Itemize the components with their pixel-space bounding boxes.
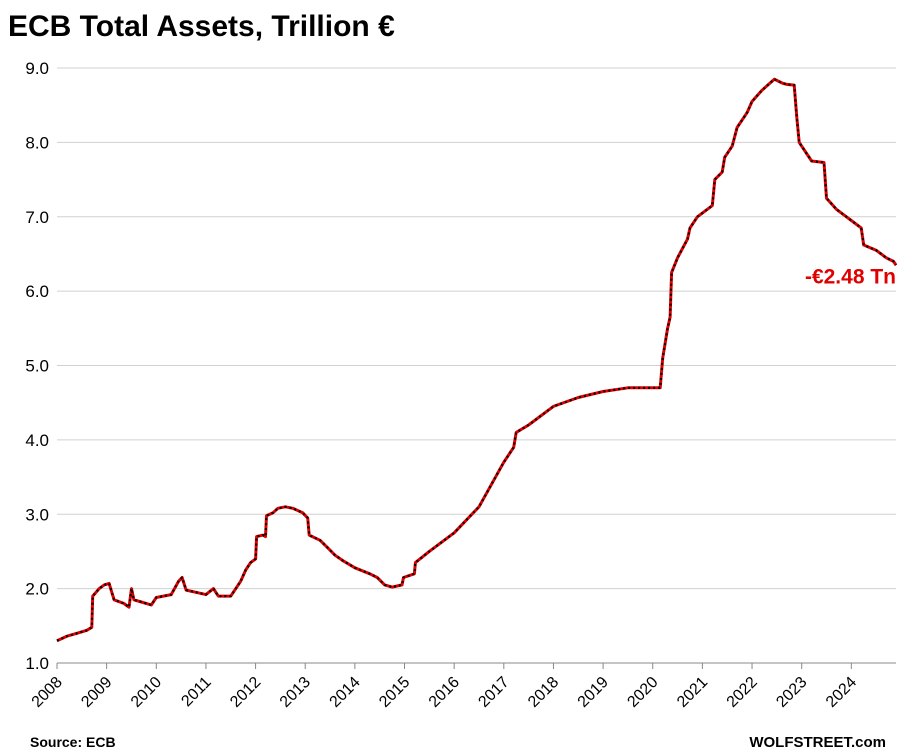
source-label: Source: ECB	[30, 734, 116, 750]
x-tick-label: 2017	[475, 674, 512, 711]
series-markers	[56, 78, 897, 642]
x-tick-label: 2022	[724, 674, 761, 711]
series-line	[56, 77, 898, 643]
y-tick-label: 8.0	[25, 133, 49, 152]
x-tick-label: 2016	[426, 674, 463, 711]
change-annotation: -€2.48 Tn	[805, 266, 896, 289]
x-tick-label: 2014	[327, 674, 364, 711]
x-tick-label: 2011	[178, 674, 214, 710]
y-tick-label: 6.0	[25, 282, 49, 301]
y-tick-label: 5.0	[25, 357, 49, 376]
x-tick-label: 2018	[525, 674, 562, 711]
y-tick-label: 4.0	[25, 431, 49, 450]
y-tick-label: 7.0	[25, 208, 49, 227]
x-tick-label: 2010	[128, 674, 165, 711]
x-tick-label: 2013	[277, 674, 314, 711]
x-tick-label: 2008	[29, 674, 66, 711]
y-tick-label: 9.0	[25, 59, 49, 78]
y-tick-label: 1.0	[25, 654, 49, 673]
x-tick-label: 2020	[624, 674, 661, 711]
y-tick-label: 2.0	[25, 580, 49, 599]
x-tick-label: 2023	[773, 674, 810, 711]
x-tick-label: 2019	[575, 674, 612, 711]
y-tick-label: 3.0	[25, 505, 49, 524]
x-tick-label: 2015	[376, 674, 413, 711]
x-tick-label: 2012	[227, 674, 264, 711]
x-tick-label: 2009	[78, 674, 115, 711]
brand-label: WOLFSTREET.com	[749, 734, 886, 751]
chart-title: ECB Total Assets, Trillion €	[8, 10, 395, 43]
x-tick-label: 2024	[823, 674, 860, 711]
x-tick-label: 2021	[674, 674, 711, 711]
